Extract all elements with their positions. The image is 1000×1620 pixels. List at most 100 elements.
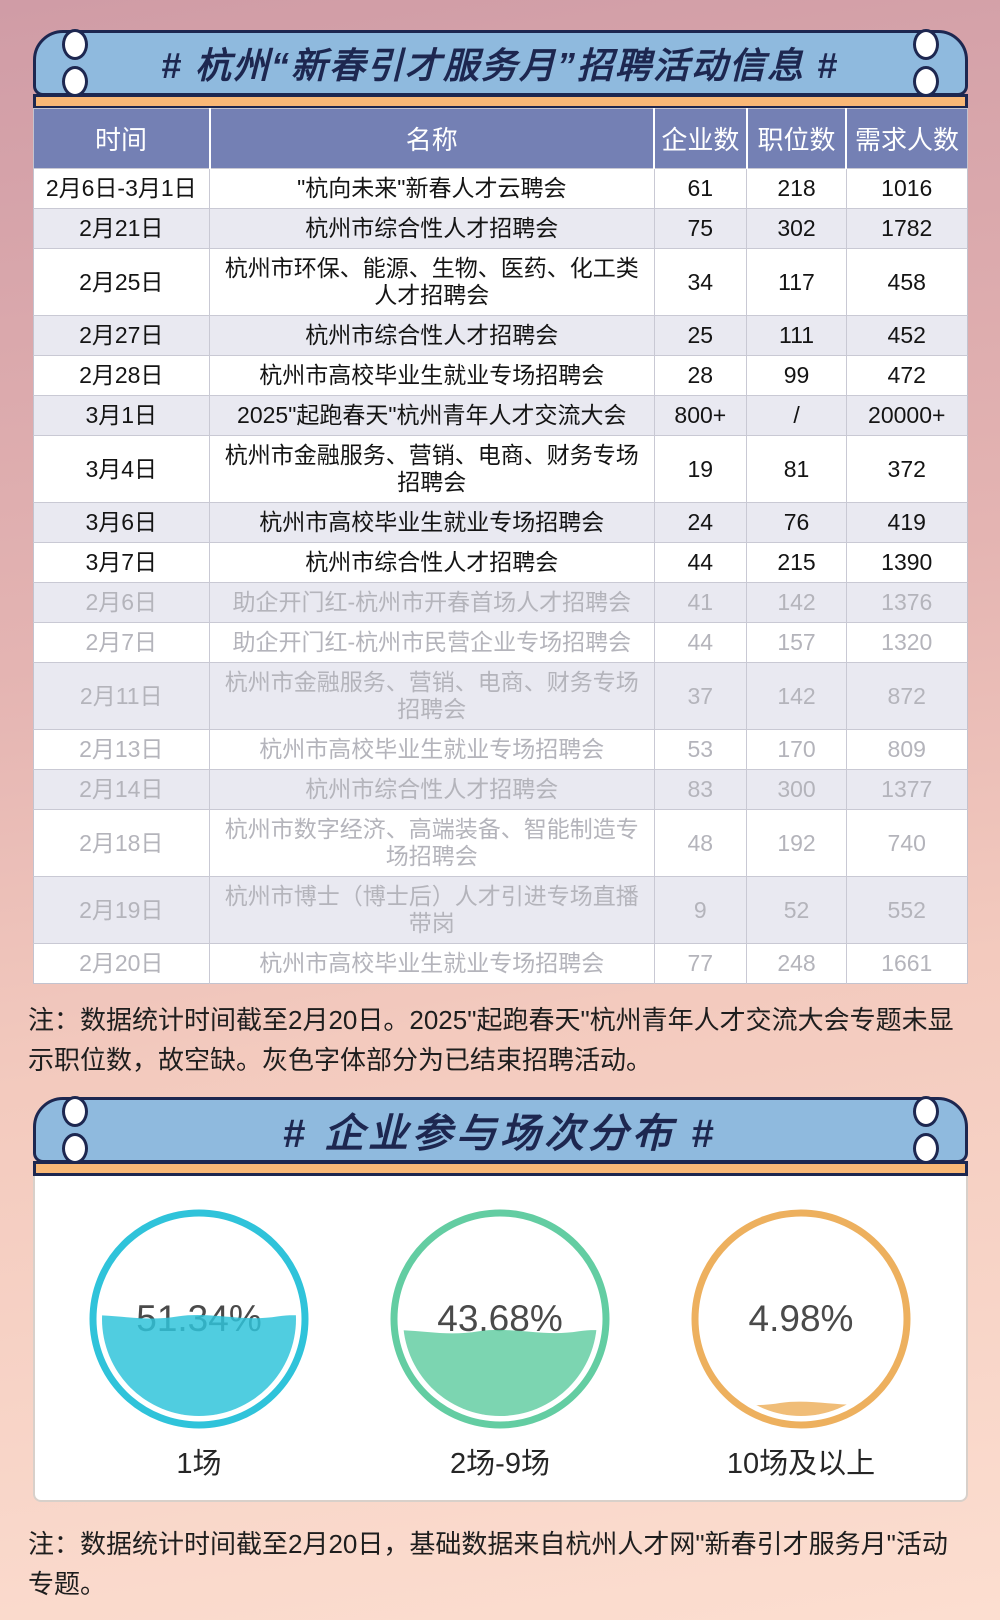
cell-date: 2月19日 [33, 876, 211, 944]
cell-positions: 218 [746, 168, 847, 209]
cell-date: 2月14日 [33, 769, 211, 810]
section1-banner: # 杭州“新春引才服务月”招聘活动信息 # [32, 29, 968, 97]
gauge-chart: 51.34% 1场 43.68% 2场-9场 [32, 1175, 968, 1502]
cell-demand: 452 [846, 315, 967, 356]
cell-positions: / [746, 395, 847, 436]
dot-icon [61, 1095, 88, 1127]
cell-date: 2月11日 [33, 662, 211, 730]
cell-demand: 552 [846, 876, 967, 944]
chart-note: 注：数据统计时间截至2月20日，基础数据来自杭州人才网"新春引才服务月"活动专题… [28, 1528, 948, 1599]
gauge-label: 2场-9场 [450, 1447, 550, 1480]
cell-demand: 1016 [846, 168, 967, 209]
dot-icon [61, 29, 88, 60]
table-row: 2月13日 杭州市高校毕业生就业专场招聘会 53 170 809 [33, 729, 967, 770]
col-header-demand: 需求人数 [846, 108, 967, 169]
cell-date: 2月21日 [33, 208, 211, 249]
orange-divider-strip [32, 94, 968, 109]
cell-demand: 472 [846, 355, 967, 396]
cell-positions: 52 [746, 876, 847, 944]
cell-positions: 300 [746, 769, 847, 810]
cell-companies: 44 [654, 622, 748, 663]
cell-date: 2月6日-3月1日 [33, 168, 211, 209]
banner-dots-left [61, 29, 88, 97]
cell-name: 杭州市综合性人才招聘会 [209, 542, 655, 583]
cell-demand: 419 [846, 502, 967, 543]
cell-companies: 37 [654, 662, 748, 730]
recruitment-info-card: # 杭州“新春引才服务月”招聘活动信息 # 时间 名称 企业数 职位数 需求人数… [32, 29, 968, 984]
col-header-name: 名称 [209, 108, 656, 169]
cell-companies: 77 [654, 943, 748, 984]
cell-positions: 142 [746, 662, 847, 730]
cell-positions: 157 [746, 622, 847, 663]
cell-name: 杭州市高校毕业生就业专场招聘会 [209, 943, 655, 984]
table-row: 2月27日 杭州市综合性人才招聘会 25 111 452 [33, 315, 967, 356]
cell-name: 杭州市高校毕业生就业专场招聘会 [209, 355, 655, 396]
cell-name: 杭州市金融服务、营销、电商、财务专场招聘会 [209, 435, 655, 503]
cell-name: 2025"起跑春天"杭州青年人才交流大会 [209, 395, 655, 436]
cell-positions: 248 [746, 943, 847, 984]
gauge: 4.98% 10场及以上 [651, 1202, 951, 1482]
activity-table: 时间 名称 企业数 职位数 需求人数 2月6日-3月1日 "杭向未来"新春人才云… [32, 108, 968, 984]
cell-demand: 372 [846, 435, 967, 503]
cell-companies: 34 [654, 248, 748, 316]
banner-dots-right [912, 1095, 939, 1164]
gauge-label: 10场及以上 [726, 1447, 876, 1480]
cell-positions: 99 [746, 355, 847, 396]
table-row: 2月11日 杭州市金融服务、营销、电商、财务专场招聘会 37 142 872 [33, 662, 967, 730]
cell-name: "杭向未来"新春人才云聘会 [209, 168, 655, 209]
cell-companies: 9 [654, 876, 748, 944]
liquid-gauge-icon: 51.34% [89, 1209, 309, 1429]
cell-name: 杭州市高校毕业生就业专场招聘会 [209, 502, 655, 543]
cell-name: 杭州市数字经济、高端装备、智能制造专场招聘会 [209, 809, 655, 877]
cell-companies: 24 [654, 502, 748, 543]
section1-title: # 杭州“新春引才服务月”招聘活动信息 # [160, 45, 840, 86]
cell-date: 3月4日 [33, 435, 211, 503]
cell-demand: 872 [846, 662, 967, 730]
col-header-companies: 企业数 [654, 108, 748, 169]
cell-companies: 53 [654, 729, 748, 770]
gauge: 51.34% 1场 [49, 1202, 349, 1482]
cell-date: 2月28日 [33, 355, 211, 396]
dot-icon [912, 1132, 939, 1164]
banner-dots-right [912, 29, 939, 97]
cell-positions: 111 [746, 315, 847, 356]
table-row: 2月28日 杭州市高校毕业生就业专场招聘会 28 99 472 [33, 355, 967, 396]
gauge-label: 1场 [176, 1447, 222, 1480]
cell-positions: 117 [746, 248, 847, 316]
cell-demand: 458 [846, 248, 967, 316]
cell-companies: 44 [654, 542, 748, 583]
cell-companies: 48 [654, 809, 748, 877]
cell-positions: 76 [746, 502, 847, 543]
dot-icon [912, 66, 939, 97]
table-row: 2月25日 杭州市环保、能源、生物、医药、化工类人才招聘会 34 117 458 [33, 248, 967, 316]
cell-companies: 25 [654, 315, 748, 356]
cell-date: 3月6日 [33, 502, 211, 543]
cell-name: 杭州市综合性人才招聘会 [209, 315, 655, 356]
table-row: 2月19日 杭州市博士（博士后）人才引进专场直播带岗 9 52 552 [33, 876, 967, 944]
cell-name: 杭州市金融服务、营销、电商、财务专场招聘会 [209, 662, 655, 730]
table-row: 3月4日 杭州市金融服务、营销、电商、财务专场招聘会 19 81 372 [33, 435, 967, 503]
cell-name: 杭州市高校毕业生就业专场招聘会 [209, 729, 655, 770]
table-header-row: 时间 名称 企业数 职位数 需求人数 [33, 108, 967, 169]
cell-demand: 1390 [846, 542, 967, 583]
activity-table-body: 2月6日-3月1日 "杭向未来"新春人才云聘会 61 218 1016 2月21… [33, 168, 967, 984]
cell-date: 3月7日 [33, 542, 211, 583]
cell-date: 2月7日 [33, 622, 211, 663]
cell-positions: 302 [746, 208, 847, 249]
cell-companies: 61 [654, 168, 748, 209]
table-row: 2月6日 助企开门红-杭州市开春首场人才招聘会 41 142 1376 [33, 582, 967, 623]
table-row: 2月6日-3月1日 "杭向未来"新春人才云聘会 61 218 1016 [33, 168, 967, 209]
table-row: 2月18日 杭州市数字经济、高端装备、智能制造专场招聘会 48 192 740 [33, 809, 967, 877]
cell-name: 杭州市环保、能源、生物、医药、化工类人才招聘会 [209, 248, 655, 316]
dot-icon [61, 66, 88, 97]
cell-date: 3月1日 [33, 395, 211, 436]
table-row: 2月20日 杭州市高校毕业生就业专场招聘会 77 248 1661 [33, 943, 967, 984]
gauge-percent: 4.98% [749, 1298, 854, 1339]
liquid-gauge-icon: 4.98% [691, 1209, 911, 1429]
cell-positions: 215 [746, 542, 847, 583]
cell-date: 2月25日 [33, 248, 211, 316]
cell-demand: 1376 [846, 582, 967, 623]
banner-dots-left [61, 1095, 88, 1164]
dot-icon [61, 1132, 88, 1164]
cell-name: 杭州市综合性人才招聘会 [209, 769, 655, 810]
